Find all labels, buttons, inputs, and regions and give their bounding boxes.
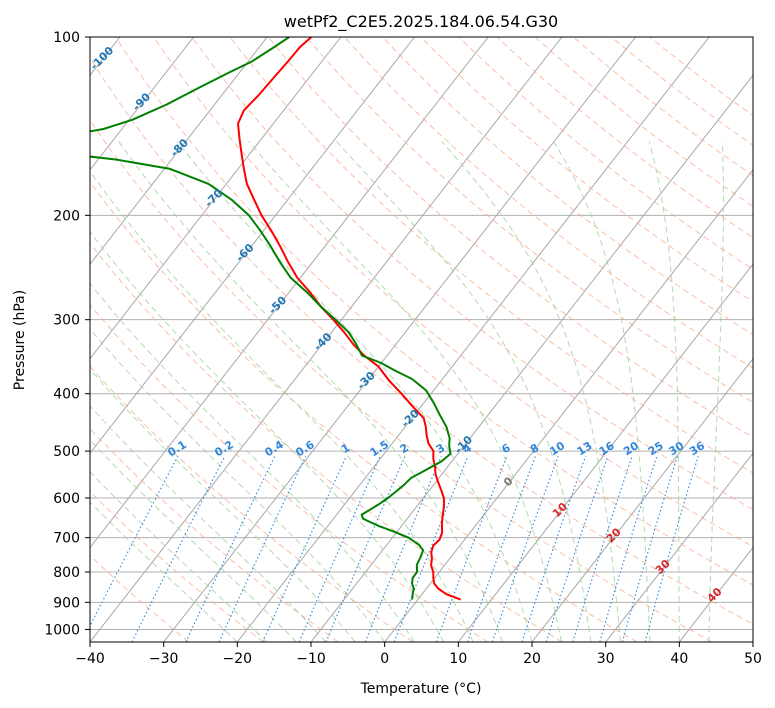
y-tick-label: 700 [53, 531, 80, 547]
mixing-ratio-line [298, 455, 381, 642]
dewpoint-profile-line [90, 37, 452, 600]
y-axis-title: Pressure (hPa) [12, 290, 28, 390]
y-tick-label: 800 [53, 565, 80, 581]
mixing-ratio-line [545, 456, 609, 642]
x-tick-label: −40 [75, 651, 105, 667]
isotherm-line [90, 37, 415, 454]
isotherm-line [384, 169, 753, 642]
y-tick-label: 900 [53, 595, 80, 611]
isotherm-line [163, 37, 636, 642]
moist-adiabat-line [90, 170, 474, 642]
mixing-ratio-line [644, 456, 699, 642]
mixing-ratio-line [90, 455, 179, 628]
mixing-ratio-line [393, 455, 469, 642]
lines-layer [90, 37, 461, 601]
dry-adiabat-line [90, 180, 638, 642]
axes-layer: −40 −30 −20 −10 0 10 20 30 40 50 100 200 300 400 500 60… [44, 30, 762, 667]
moist-adiabat-line [90, 471, 268, 642]
isotherm-line [310, 74, 753, 642]
moist-adiabat-line [553, 141, 651, 642]
mixing-ratio-line [325, 455, 406, 642]
y-tick-label: 600 [53, 491, 80, 507]
y-tick-label: 200 [53, 208, 80, 224]
mixing-ratio-line [466, 456, 537, 642]
isotherm-line [90, 37, 268, 265]
dry-adiabat-line [90, 56, 753, 625]
dry-adiabat-line [153, 37, 753, 548]
plot-frame [89, 36, 754, 643]
isotherm-line [605, 452, 753, 642]
dry-adiabat-line [115, 37, 753, 586]
x-tick-label: 0 [380, 651, 389, 667]
chart-title: wetPf2_C2E5.2025.184.06.54.G30 [284, 12, 558, 32]
isotherm-line [90, 37, 194, 171]
x-tick-label: 20 [523, 651, 541, 667]
dry-adiabat-line [344, 37, 753, 369]
x-tick-label: −30 [149, 651, 179, 667]
moist-adiabat-line [708, 141, 725, 642]
dry-adiabat-line [90, 427, 339, 642]
y-tick-label: 400 [53, 387, 80, 403]
y-tick-label: 300 [53, 313, 80, 329]
mixing-ratio-line [599, 456, 658, 642]
x-tick-label: 30 [597, 651, 615, 667]
y-tick-label: 100 [53, 30, 80, 46]
isotherm-line [531, 357, 753, 642]
mixing-ratio-line [491, 456, 559, 642]
mixing-ratio-line [572, 456, 633, 642]
dry-adiabat-line [458, 37, 753, 270]
x-tick-label: 40 [670, 651, 688, 667]
dry-adiabat-line [229, 37, 753, 474]
isotherm-line [90, 37, 563, 642]
moist-adiabat-line [248, 140, 562, 642]
moist-adiabat-line [90, 501, 238, 642]
y-tick-label: 1000 [44, 622, 80, 638]
dry-adiabat-line [267, 37, 753, 438]
isotherm-line [236, 37, 710, 642]
mixing-ratio-line [435, 455, 508, 642]
dry-adiabat-line [90, 242, 563, 642]
dry-adiabat-line [611, 37, 753, 146]
moist-adiabat-line [648, 141, 680, 642]
x-tick-label: −10 [296, 651, 326, 667]
moist-adiabat-line [441, 140, 621, 642]
grid-layer [90, 37, 753, 642]
isotherm-line [90, 37, 342, 360]
temperature-profile-line [237, 37, 461, 601]
mixing-ratio-line [131, 455, 226, 642]
dry-adiabat-line [420, 37, 753, 303]
dry-adiabat-line [382, 37, 753, 336]
x-tick-label: −20 [223, 651, 253, 667]
moist-adiabat-line [176, 140, 533, 642]
isotherm-line [90, 37, 489, 549]
dry-adiabat-line [305, 37, 753, 404]
moist-adiabat-line [335, 140, 592, 642]
mixing-ratio-line [521, 456, 587, 642]
x-tick-label: 50 [744, 651, 762, 667]
y-tick-label: 500 [53, 444, 80, 460]
mixing-ratio-line [364, 455, 442, 642]
dry-adiabat-line [90, 365, 414, 642]
x-tick-label: 10 [449, 651, 467, 667]
x-axis-title: Temperature (°C) [360, 681, 482, 697]
moist-adiabat-line [90, 368, 356, 642]
moist-adiabat-line [90, 282, 415, 642]
mixing-ratio-line [621, 456, 678, 642]
isotherm-line [457, 263, 753, 642]
